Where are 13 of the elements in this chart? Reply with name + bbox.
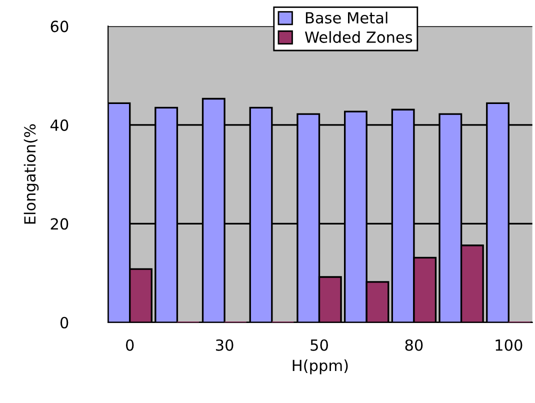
- y-tick-label: 20: [50, 218, 68, 230]
- y-tick-label: 60: [50, 20, 68, 32]
- legend-label: Welded Zones: [304, 31, 412, 43]
- y-tick-label: 0: [60, 316, 68, 328]
- x-axis-title: H(ppm): [292, 359, 348, 374]
- x-tick-label: 80: [405, 339, 423, 351]
- x-tick-label: 30: [216, 339, 234, 351]
- y-tick-label: 40: [50, 119, 68, 131]
- x-tick-label: 50: [310, 339, 328, 351]
- y-axis-title: Elongation(%: [24, 124, 39, 224]
- x-tick-label: 0: [126, 339, 134, 351]
- x-tick-label: 100: [496, 339, 522, 351]
- legend-label: Base Metal: [306, 12, 388, 24]
